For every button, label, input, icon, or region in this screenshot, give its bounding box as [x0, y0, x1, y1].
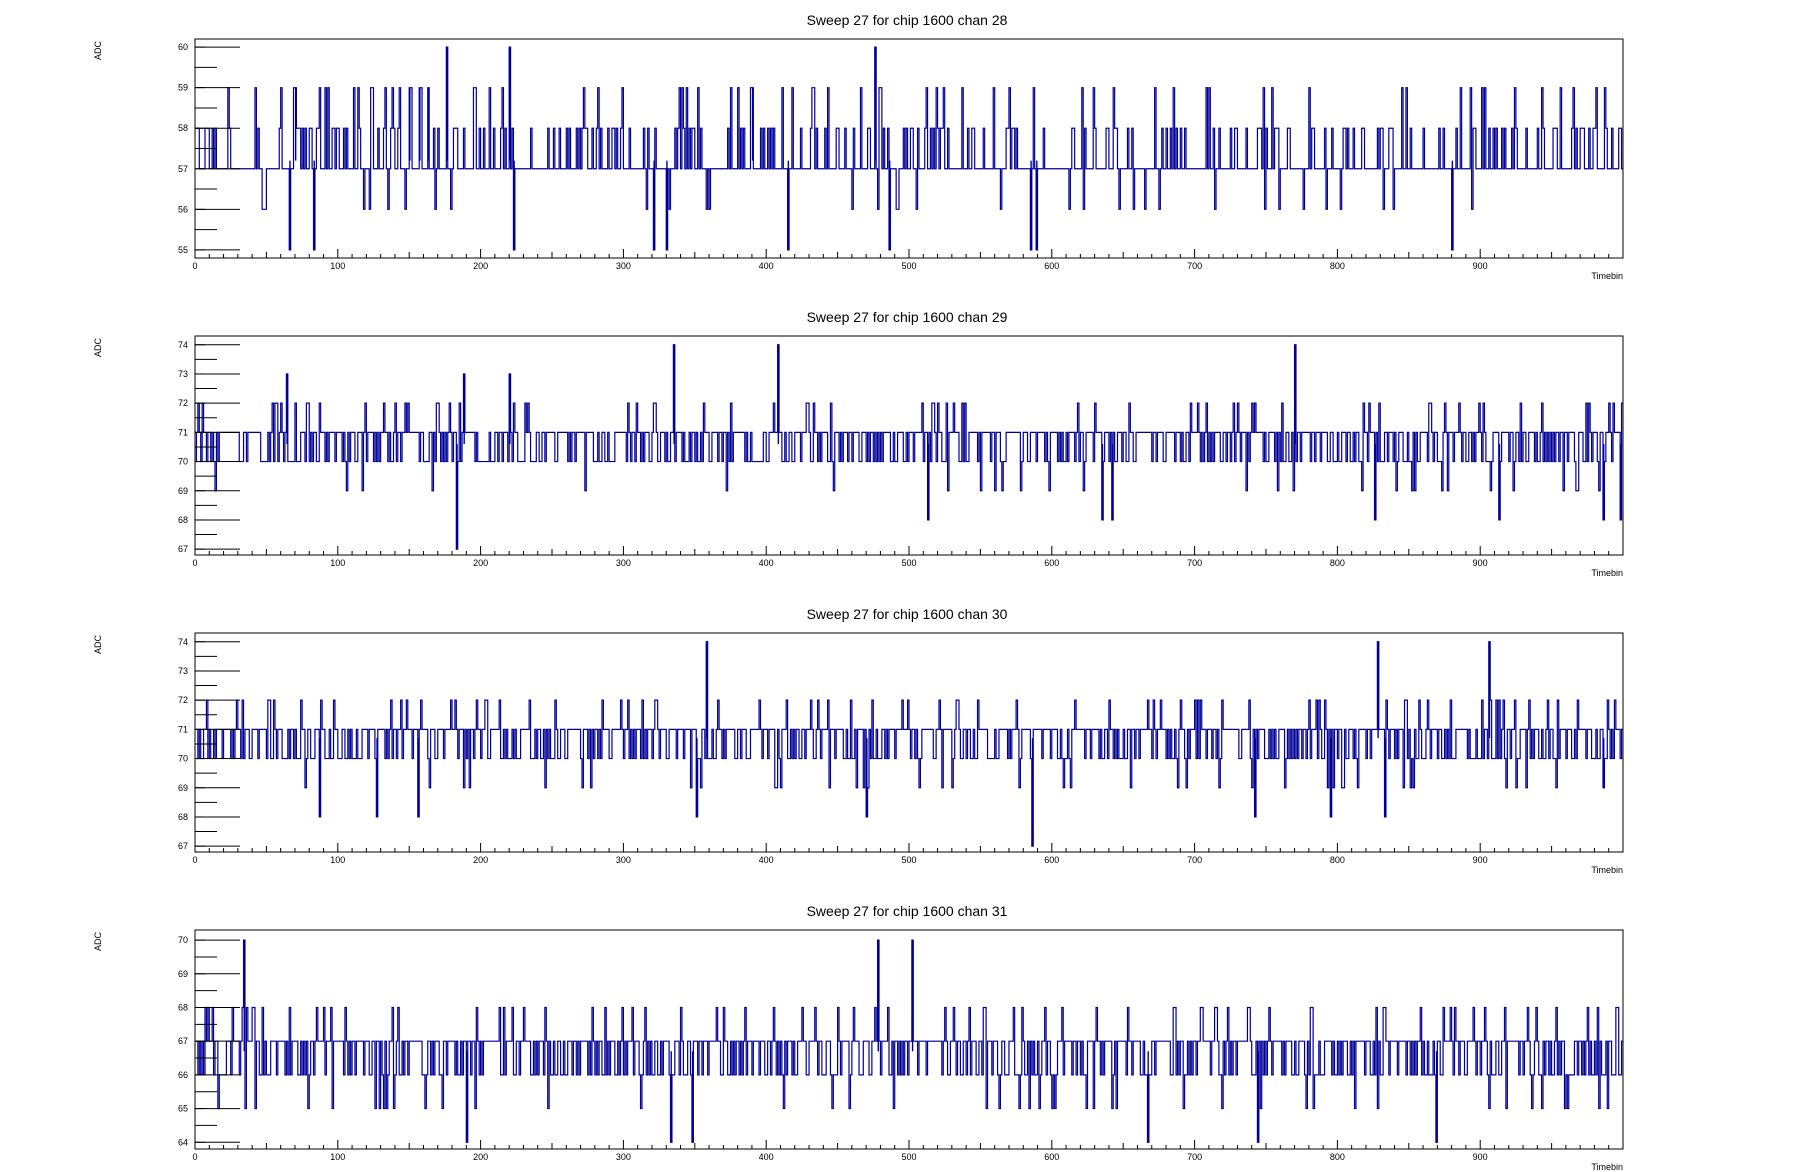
x-tick-label: 700: [1187, 1152, 1202, 1162]
adc-trace: [195, 939, 1623, 1143]
y-tick-label: 67: [178, 1036, 188, 1046]
adc-panel: Sweep 27 for chip 1600 chan 29 ADC Timebin…: [93, 309, 1624, 578]
x-tick-label: 600: [1044, 1152, 1059, 1162]
x-axis-label: Timebin: [1591, 568, 1623, 578]
x-tick-label: 900: [1473, 855, 1488, 865]
x-tick-label: 700: [1187, 855, 1202, 865]
x-tick-label: 0: [192, 261, 197, 271]
x-tick-label: 400: [759, 261, 774, 271]
x-tick-label: 200: [473, 558, 488, 568]
chart-title: Sweep 27 for chip 1600 chan 29: [807, 309, 1008, 325]
x-tick-label: 600: [1044, 855, 1059, 865]
x-tick-label: 900: [1473, 1152, 1488, 1162]
chart-title: Sweep 27 for chip 1600 chan 31: [807, 903, 1008, 919]
x-tick-label: 100: [330, 1152, 345, 1162]
y-tick-label: 64: [178, 1137, 188, 1147]
y-tick-label: 68: [178, 1002, 188, 1012]
y-tick-label: 70: [178, 754, 188, 764]
y-tick-label: 69: [178, 783, 188, 793]
chart-title: Sweep 27 for chip 1600 chan 30: [807, 606, 1008, 622]
x-tick-label: 400: [759, 855, 774, 865]
y-tick-label: 69: [178, 486, 188, 496]
x-tick-label: 600: [1044, 558, 1059, 568]
y-tick-label: 71: [178, 724, 188, 734]
adc-panel: Sweep 27 for chip 1600 chan 30 ADC Timebin…: [93, 606, 1624, 875]
x-tick-label: 100: [330, 855, 345, 865]
x-axis-label: Timebin: [1591, 1162, 1623, 1172]
y-tick-label: 72: [178, 398, 188, 408]
y-axis-label: ADC: [93, 338, 103, 358]
adc-panel: Sweep 27 for chip 1600 chan 28 ADC Timebin…: [93, 12, 1624, 281]
y-tick-label: 68: [178, 812, 188, 822]
y-tick-label: 74: [178, 340, 188, 350]
x-tick-label: 200: [473, 855, 488, 865]
y-tick-label: 60: [178, 42, 188, 52]
x-tick-label: 500: [901, 1152, 916, 1162]
chart-title: Sweep 27 for chip 1600 chan 28: [807, 12, 1008, 28]
axis-tick-artifact: [195, 46, 240, 251]
y-tick-label: 58: [178, 123, 188, 133]
y-tick-label: 67: [178, 841, 188, 851]
y-tick-label: 73: [178, 666, 188, 676]
x-tick-label: 400: [759, 558, 774, 568]
adc-trace: [195, 641, 1623, 847]
y-tick-label: 74: [178, 637, 188, 647]
x-tick-label: 100: [330, 558, 345, 568]
y-tick-label: 57: [178, 164, 188, 174]
x-tick-label: 200: [473, 1152, 488, 1162]
adc-panel: Sweep 27 for chip 1600 chan 31 ADC Timebin…: [93, 903, 1624, 1172]
y-tick-label: 73: [178, 369, 188, 379]
x-axis-label: Timebin: [1591, 865, 1623, 875]
y-tick-label: 71: [178, 427, 188, 437]
x-tick-label: 800: [1330, 558, 1345, 568]
y-axis-label: ADC: [93, 932, 103, 952]
y-tick-label: 68: [178, 515, 188, 525]
y-tick-label: 59: [178, 83, 188, 93]
x-tick-label: 900: [1473, 261, 1488, 271]
x-tick-label: 800: [1330, 855, 1345, 865]
x-tick-label: 0: [192, 1152, 197, 1162]
x-tick-label: 300: [616, 261, 631, 271]
x-tick-label: 900: [1473, 558, 1488, 568]
x-tick-label: 500: [901, 558, 916, 568]
y-tick-label: 69: [178, 969, 188, 979]
x-tick-label: 700: [1187, 261, 1202, 271]
x-tick-label: 500: [901, 261, 916, 271]
y-axis-label: ADC: [93, 635, 103, 655]
x-tick-label: 0: [192, 558, 197, 568]
x-tick-label: 300: [616, 558, 631, 568]
y-tick-label: 67: [178, 544, 188, 554]
x-tick-label: 500: [901, 855, 916, 865]
y-tick-label: 55: [178, 245, 188, 255]
y-axis-label: ADC: [93, 41, 103, 61]
y-tick-label: 72: [178, 695, 188, 705]
x-tick-label: 300: [616, 1152, 631, 1162]
adc-trace: [195, 344, 1623, 550]
x-tick-label: 100: [330, 261, 345, 271]
y-tick-label: 65: [178, 1104, 188, 1114]
y-tick-label: 66: [178, 1070, 188, 1080]
x-tick-label: 200: [473, 261, 488, 271]
x-tick-label: 600: [1044, 261, 1059, 271]
x-tick-label: 400: [759, 1152, 774, 1162]
x-tick-label: 800: [1330, 1152, 1345, 1162]
y-tick-label: 56: [178, 204, 188, 214]
plot-frame: [194, 929, 1624, 1150]
x-tick-label: 800: [1330, 261, 1345, 271]
x-tick-label: 300: [616, 855, 631, 865]
x-tick-label: 0: [192, 855, 197, 865]
x-tick-label: 700: [1187, 558, 1202, 568]
adc-trace: [195, 46, 1623, 251]
y-tick-label: 70: [178, 457, 188, 467]
x-axis-label: Timebin: [1591, 271, 1623, 281]
y-tick-label: 70: [178, 935, 188, 945]
